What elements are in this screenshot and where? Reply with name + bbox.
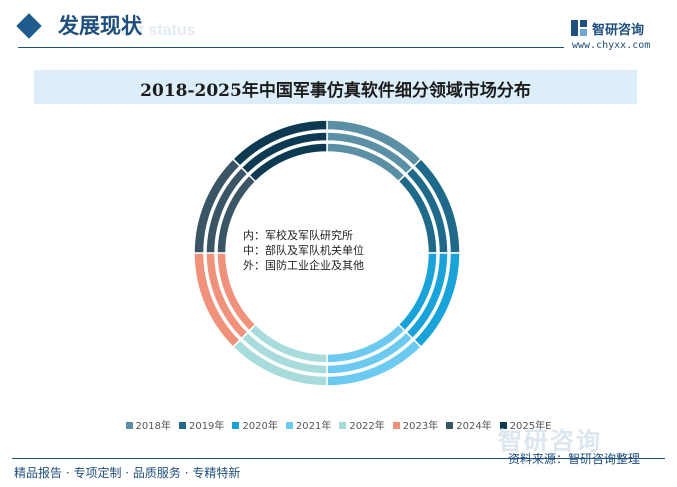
legend-item: 2019年 (178, 417, 225, 432)
legend-item: 2024年 (446, 417, 492, 432)
header-divider (18, 47, 564, 48)
legend-swatch (178, 422, 186, 429)
ring-labels: 内：军校及军队研究所 中：部队及军队机关单位 外：国防工业企业及其他 (243, 228, 364, 273)
legend-swatch (285, 422, 293, 429)
legend-label: 2021年 (295, 421, 332, 432)
legend-item: 2025年E (499, 417, 552, 432)
section-title: 发展现状 (58, 14, 142, 38)
legend-item: 2018年 (125, 417, 171, 432)
footer-slogan: 精品报告 · 专项定制 · 品质服务 · 专精特新 (14, 466, 241, 480)
chart-title-box (34, 70, 637, 104)
donut-slice-ring0-7 (248, 142, 328, 183)
brand-logo-icon (571, 20, 587, 36)
legend-item: 2023年 (392, 417, 439, 432)
ring-label-inner: 内：军校及军队研究所 (243, 229, 353, 242)
watermark-text: 智研咨询 (498, 427, 602, 455)
brand-url: www.chyxx.com (572, 40, 651, 51)
header: ent status 发展现状 智研咨询 www.chyxx.com (0, 0, 677, 52)
legend-swatch (446, 422, 454, 429)
donut-slice-ring1-7 (240, 131, 328, 175)
legend-label: 2018年 (135, 421, 171, 432)
legend-label: 2025年E (509, 421, 552, 432)
ring-label-outer: 外：国防工业企业及其他 (243, 259, 364, 272)
legend-swatch (499, 422, 507, 429)
ring-label-middle: 中：部队及军队机关单位 (243, 244, 364, 257)
legend-item: 2022年 (339, 417, 385, 432)
legend-label: 2019年 (188, 421, 225, 432)
footer-divider (12, 458, 665, 459)
legend-swatch (392, 422, 400, 429)
chart-legend: 2018年 2019年 2020年 2021年 2022年 2023年 2024年 2025年… (0, 417, 677, 432)
legend-swatch (125, 422, 133, 429)
source-note: 资料来源：智研咨询整理 (508, 452, 641, 466)
section-title-en: ent status (120, 22, 196, 39)
legend-label: 2022年 (349, 421, 385, 432)
legend-swatch (232, 422, 240, 429)
legend-label: 2024年 (456, 421, 492, 432)
legend-label: 2020年 (242, 421, 278, 432)
donut-slice-ring2-7 (231, 119, 328, 168)
legend-item: 2020年 (232, 417, 278, 432)
legend-label: 2023年 (402, 421, 439, 432)
brand-name: 智研咨询 (592, 23, 645, 38)
legend-swatch (339, 422, 347, 429)
legend-item: 2021年 (285, 417, 332, 432)
chart-title: 2018-2025年中国军事仿真软件细分领域市场分布 (140, 81, 531, 101)
